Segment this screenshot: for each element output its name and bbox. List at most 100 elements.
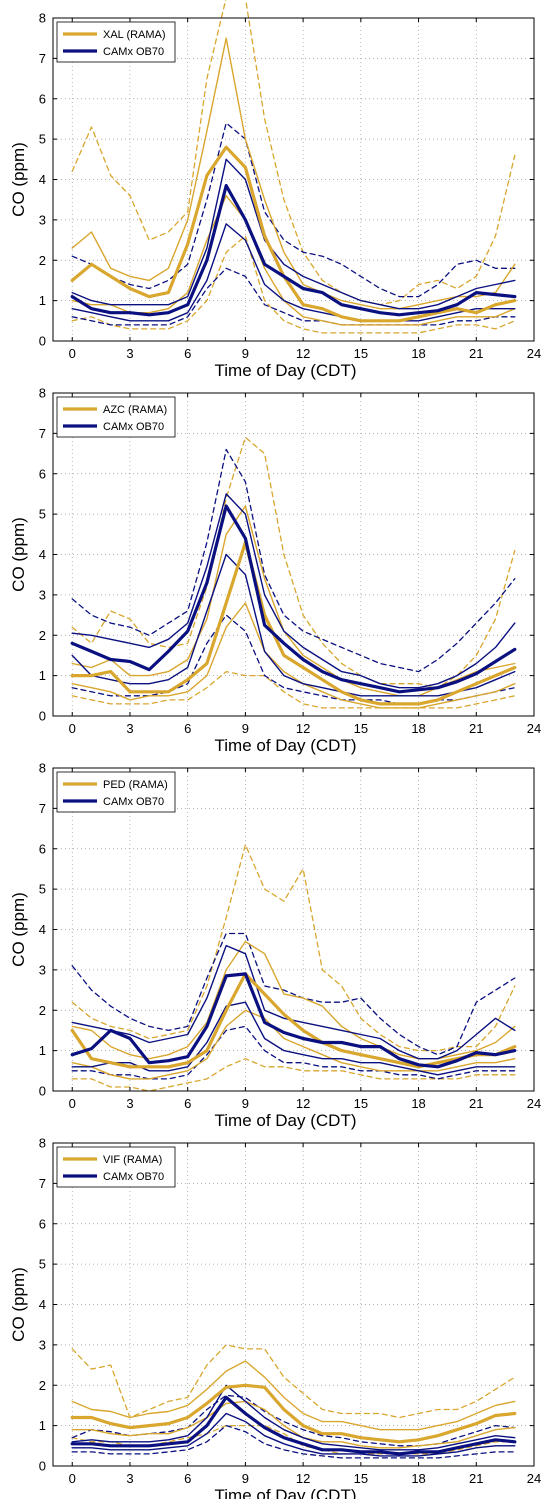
x-tick-label: 9 [242,346,249,361]
y-tick-label: 3 [39,1337,46,1352]
y-tick-label: 7 [39,1176,46,1191]
x-tick-label: 21 [469,1471,483,1486]
x-tick-label: 15 [354,1471,368,1486]
y-tick-label: 4 [39,922,46,937]
y-tick-label: 2 [39,253,46,268]
legend-label: CAMx OB70 [103,421,164,433]
x-tick-label: 18 [411,1096,425,1111]
model-extreme-line [71,932,516,1056]
x-tick-label: 15 [354,1096,368,1111]
y-tick-label: 4 [39,1297,46,1312]
x-tick-label: 6 [184,346,191,361]
y-tick-label: 8 [39,11,46,26]
model-median-line [70,184,517,317]
x-tick-label: 24 [527,1096,541,1111]
x-tick-label: 0 [69,1096,76,1111]
y-tick-label: 1 [39,1418,46,1433]
x-tick-label: 6 [184,721,191,736]
legend-box [56,1146,176,1188]
model-extreme-line [71,267,516,326]
y-tick-label: 6 [39,466,46,481]
obs-median-line [70,540,517,706]
obs-extreme-line [71,1344,516,1419]
model-quartile-line [71,1001,516,1076]
legend-box [56,396,176,438]
y-tick-label: 3 [39,962,46,977]
y-tick-label: 3 [39,587,46,602]
y-tick-label: 0 [39,709,46,724]
x-tick-label: 21 [469,1096,483,1111]
y-tick-label: 2 [39,1003,46,1018]
x-tick-label: 18 [411,346,425,361]
legend-label: VIF (RAMA) [103,1154,162,1166]
legend: XAL (RAMA) CAMx OB70 [56,21,176,63]
model-quartile-line [71,1412,516,1457]
model-quartile-line [71,553,516,697]
obs-extreme-line [71,0,516,306]
x-tick-label: 0 [69,1471,76,1486]
legend-label: CAMx OB70 [103,1171,164,1183]
legend-label: CAMx OB70 [103,796,164,808]
y-tick-label: 7 [39,51,46,66]
legend: AZC (RAMA) CAMx OB70 [56,396,176,438]
y-tick-label: 6 [39,91,46,106]
y-tick-label: 8 [39,1136,46,1151]
y-axis-label: CO (ppm) [9,142,28,217]
x-tick-label: 24 [527,1471,541,1486]
x-tick-label: 0 [69,346,76,361]
model-extreme-line [71,1424,516,1459]
x-tick-label: 15 [354,721,368,736]
legend-label: AZC (RAMA) [103,404,167,416]
y-tick-label: 7 [39,426,46,441]
y-tick-label: 1 [39,668,46,683]
y-tick-label: 2 [39,628,46,643]
y-tick-label: 1 [39,293,46,308]
y-tick-label: 3 [39,212,46,227]
obs-extreme-line [71,436,516,689]
x-axis-label: Time of Day (CDT) [215,361,357,380]
model-quartile-line [71,223,516,322]
model-quartile-line [71,1384,516,1451]
x-tick-label: 3 [126,721,133,736]
x-tick-label: 0 [69,721,76,736]
y-tick-label: 5 [39,1257,46,1272]
y-tick-label: 0 [39,1084,46,1099]
x-tick-label: 3 [126,1096,133,1111]
x-axis-label: Time of Day (CDT) [215,736,357,755]
model-quartile-line [71,158,516,310]
model-extreme-line [71,448,516,673]
y-tick-label: 8 [39,386,46,401]
x-tick-label: 12 [296,1471,310,1486]
y-tick-label: 5 [39,882,46,897]
y-tick-label: 1 [39,1043,46,1058]
obs-median-line [70,1383,517,1444]
y-tick-label: 2 [39,1378,46,1393]
x-tick-label: 12 [296,721,310,736]
legend: PED (RAMA) CAMx OB70 [56,771,176,813]
model-quartile-line [71,493,516,689]
obs-quartile-line [71,37,516,310]
y-tick-label: 5 [39,132,46,147]
x-tick-label: 18 [411,1471,425,1486]
y-axis-label: CO (ppm) [9,517,28,592]
x-tick-label: 9 [242,1096,249,1111]
y-tick-label: 6 [39,1216,46,1231]
y-tick-label: 0 [39,1459,46,1474]
legend-label: PED (RAMA) [103,779,168,791]
y-tick-label: 8 [39,761,46,776]
y-tick-label: 7 [39,801,46,816]
obs-median-line [70,145,517,323]
obs-extreme-line [71,235,516,334]
y-tick-label: 5 [39,507,46,522]
obs-extreme-line [71,1058,516,1092]
obs-quartile-line [71,602,516,709]
y-tick-label: 4 [39,172,46,187]
x-tick-label: 12 [296,346,310,361]
legend-box [56,771,176,813]
model-median-line [70,504,517,694]
